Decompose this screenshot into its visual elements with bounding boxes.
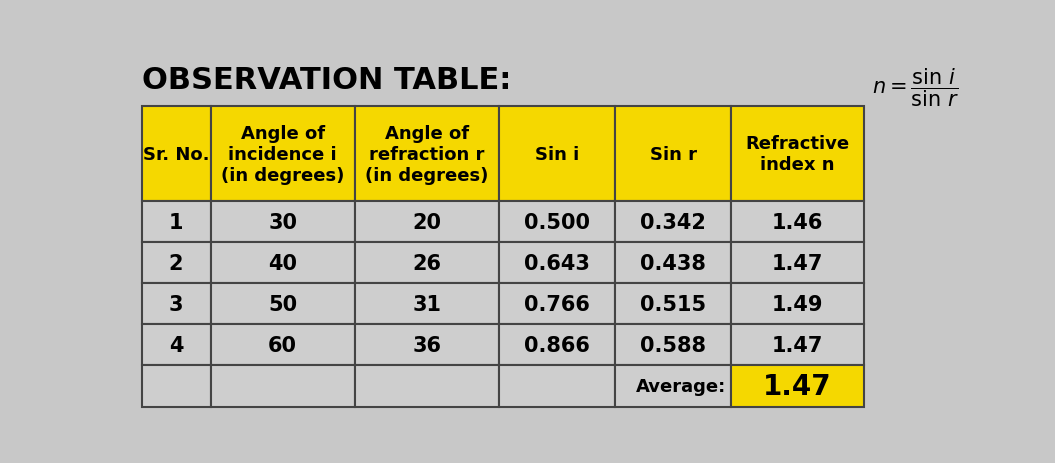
Text: 26: 26 xyxy=(413,253,442,273)
Text: 0.588: 0.588 xyxy=(640,335,706,355)
Bar xyxy=(615,107,731,201)
Text: 30: 30 xyxy=(268,212,298,232)
Bar xyxy=(499,284,615,325)
Bar xyxy=(354,243,499,284)
Bar xyxy=(141,107,211,201)
Bar xyxy=(211,325,354,366)
Bar xyxy=(731,325,864,366)
Bar xyxy=(731,366,864,407)
Text: 0.500: 0.500 xyxy=(524,212,590,232)
Text: 1.47: 1.47 xyxy=(771,335,823,355)
Bar xyxy=(141,284,211,325)
Bar xyxy=(499,325,615,366)
Text: 0.866: 0.866 xyxy=(524,335,590,355)
Text: 3: 3 xyxy=(169,294,184,314)
Text: 0.438: 0.438 xyxy=(640,253,706,273)
Bar xyxy=(731,284,864,325)
Bar xyxy=(731,201,864,243)
Text: 40: 40 xyxy=(268,253,298,273)
Bar xyxy=(354,107,499,201)
Bar xyxy=(354,325,499,366)
Text: 1.47: 1.47 xyxy=(771,253,823,273)
Bar xyxy=(615,201,731,243)
Text: Refractive
index n: Refractive index n xyxy=(745,135,849,174)
Text: 0.342: 0.342 xyxy=(640,212,706,232)
Text: 36: 36 xyxy=(413,335,442,355)
Text: Average:: Average: xyxy=(636,377,726,395)
Bar xyxy=(141,366,211,407)
Bar xyxy=(211,201,354,243)
Text: 60: 60 xyxy=(268,335,298,355)
Text: 1: 1 xyxy=(169,212,184,232)
Bar xyxy=(354,366,499,407)
Text: 50: 50 xyxy=(268,294,298,314)
Text: 20: 20 xyxy=(413,212,442,232)
Text: Angle of
refraction r
(in degrees): Angle of refraction r (in degrees) xyxy=(365,125,488,184)
Bar xyxy=(615,243,731,284)
Text: Sin i: Sin i xyxy=(535,145,579,163)
Text: Sin r: Sin r xyxy=(650,145,696,163)
Bar xyxy=(211,284,354,325)
Bar xyxy=(211,107,354,201)
Bar xyxy=(354,201,499,243)
Bar xyxy=(615,325,731,366)
Text: $n = \dfrac{\mathrm{sin}\ i}{\mathrm{sin}\ r}$: $n = \dfrac{\mathrm{sin}\ i}{\mathrm{sin… xyxy=(871,66,959,109)
Text: 2: 2 xyxy=(169,253,184,273)
Bar xyxy=(615,284,731,325)
Bar xyxy=(499,107,615,201)
Bar xyxy=(141,325,211,366)
Text: 1.49: 1.49 xyxy=(771,294,823,314)
Bar xyxy=(211,366,354,407)
Text: 4: 4 xyxy=(169,335,184,355)
Text: 0.766: 0.766 xyxy=(524,294,590,314)
Text: 0.643: 0.643 xyxy=(524,253,590,273)
Text: 1.46: 1.46 xyxy=(771,212,823,232)
Bar xyxy=(615,366,731,407)
Bar xyxy=(354,284,499,325)
Text: 31: 31 xyxy=(413,294,442,314)
Text: Angle of
incidence i
(in degrees): Angle of incidence i (in degrees) xyxy=(222,125,344,184)
Bar xyxy=(141,243,211,284)
Bar xyxy=(141,201,211,243)
Bar xyxy=(211,243,354,284)
Bar xyxy=(731,107,864,201)
Bar xyxy=(499,201,615,243)
Text: 1.47: 1.47 xyxy=(763,372,831,400)
Bar xyxy=(731,243,864,284)
Text: 0.515: 0.515 xyxy=(640,294,706,314)
Bar xyxy=(499,366,615,407)
Text: OBSERVATION TABLE:: OBSERVATION TABLE: xyxy=(141,66,511,95)
Text: Sr. No.: Sr. No. xyxy=(142,145,209,163)
Bar xyxy=(499,243,615,284)
